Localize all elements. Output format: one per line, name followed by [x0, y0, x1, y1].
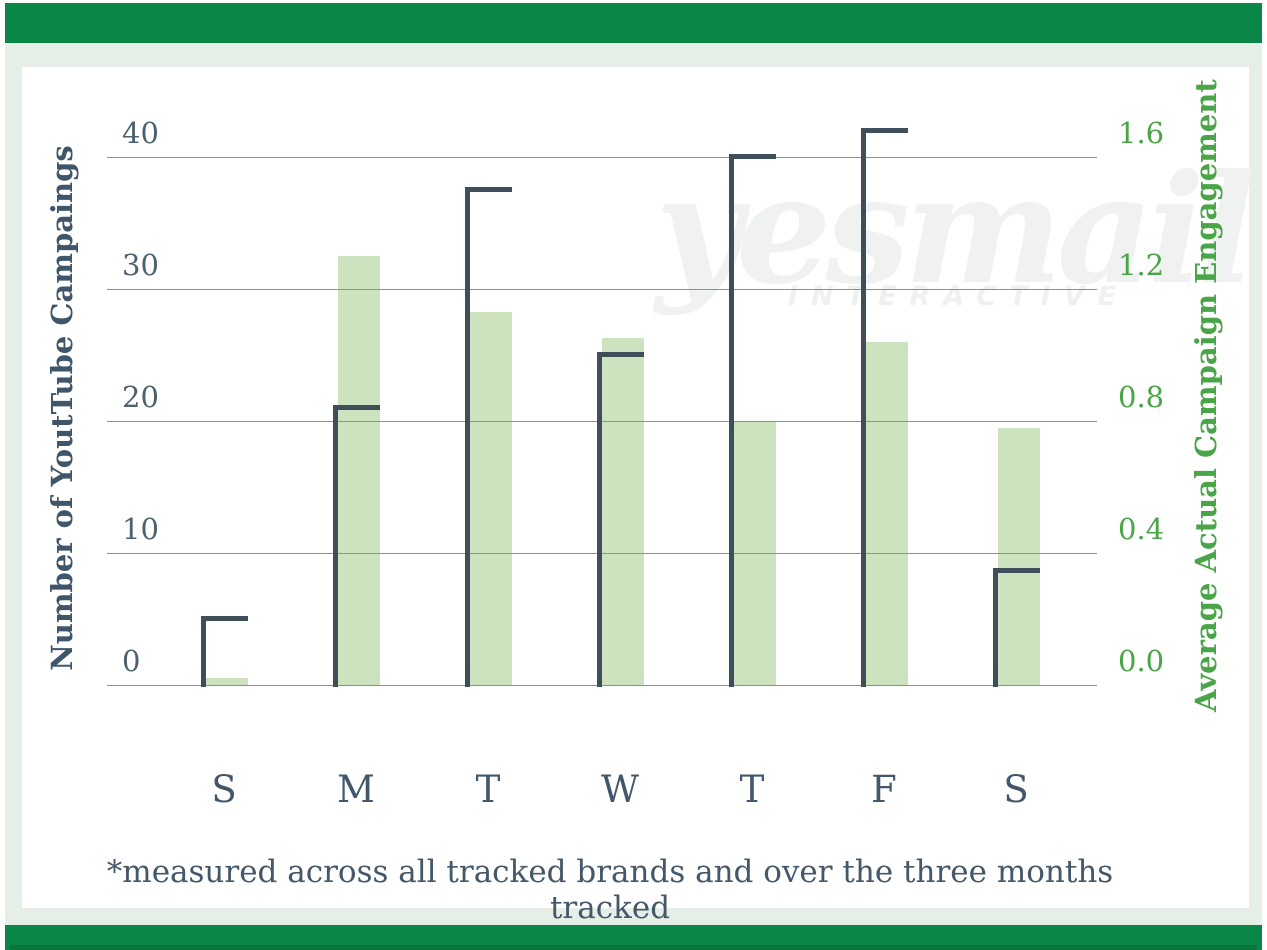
campaign-step-cap: [729, 154, 776, 159]
campaign-step-cap: [861, 128, 908, 133]
x-axis-day-label: M: [337, 768, 375, 811]
footer-green-bar-edge: [10, 945, 1257, 950]
gridline: [107, 553, 1097, 554]
right-axis-tick: 1.2: [1118, 248, 1165, 282]
x-axis-day-label: W: [600, 768, 640, 811]
yesmail-watermark-subtitle: INTERACTIVE: [788, 281, 1129, 312]
gridline: [107, 685, 1097, 686]
right-axis-title: Average Actual Campaign Engagement: [1189, 79, 1223, 712]
campaign-step-stem: [597, 352, 602, 687]
campaign-step-cap: [465, 187, 512, 192]
left-axis-tick: 40: [122, 116, 159, 150]
engagement-bar: [338, 256, 380, 685]
left-axis-tick: 20: [122, 380, 159, 414]
campaign-step-cap: [201, 616, 248, 621]
x-axis-day-label: T: [475, 768, 501, 811]
yesmail-watermark: yesmail: [655, 142, 1256, 318]
campaign-step-cap: [333, 405, 380, 410]
engagement-bar: [470, 312, 512, 685]
header-green-bar: [5, 3, 1262, 43]
right-axis-tick: 1.6: [1118, 116, 1165, 150]
x-axis-day-label: T: [739, 768, 765, 811]
left-axis-title: Number of YoutTube Campaings: [45, 145, 79, 671]
right-axis-tick: 0.4: [1118, 512, 1165, 546]
engagement-bar: [206, 678, 248, 685]
right-axis-tick: 0.0: [1118, 644, 1165, 678]
left-axis-tick: 10: [122, 512, 159, 546]
engagement-bar: [602, 338, 644, 685]
campaign-step-stem: [201, 616, 206, 687]
right-axis-tick: 0.8: [1118, 380, 1165, 414]
gridline: [107, 157, 1097, 158]
campaign-step-cap: [993, 568, 1040, 573]
chart-footnote: *measured across all tracked brands and …: [106, 854, 1114, 926]
x-axis-day-label: S: [211, 768, 237, 811]
x-axis-day-label: F: [871, 768, 897, 811]
campaign-step-stem: [465, 187, 470, 687]
gridline: [107, 421, 1097, 422]
campaign-step-stem: [729, 154, 734, 687]
left-axis-tick: 30: [122, 248, 159, 282]
footer-green-bar: [5, 925, 1262, 950]
campaign-step-stem: [993, 568, 998, 687]
x-axis-day-label: S: [1003, 768, 1029, 811]
campaign-step-stem: [333, 405, 338, 687]
engagement-bar: [998, 428, 1040, 685]
left-axis-tick: 0: [122, 644, 141, 678]
campaign-step-cap: [597, 352, 644, 357]
gridline: [107, 289, 1097, 290]
engagement-bar: [866, 342, 908, 685]
campaign-step-stem: [861, 128, 866, 687]
